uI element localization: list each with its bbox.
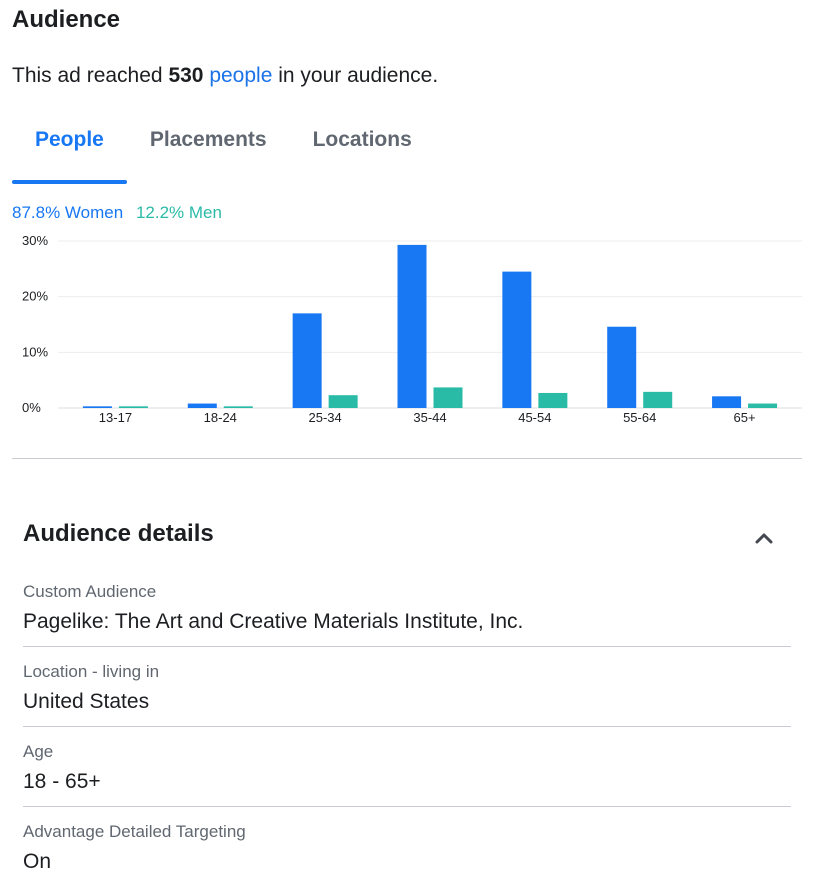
bar-women	[607, 326, 637, 408]
bar-women	[397, 244, 427, 408]
bar-men	[223, 406, 253, 408]
reach-suffix: in your audience.	[272, 64, 439, 87]
bar-men	[328, 395, 358, 408]
chevron-up-icon[interactable]	[750, 524, 778, 552]
y-tick-label: 20%	[22, 289, 48, 304]
bar-women	[292, 313, 322, 408]
age-gender-bar-chart: 0% 10% 20% 30% 13-17 18-24 25-34 35-44 45-54 55-6…	[22, 233, 802, 425]
legend-men: 12.2% Men	[135, 203, 222, 222]
bar-men	[433, 387, 463, 408]
x-tick-label: 35-44	[413, 410, 446, 425]
tab-locations[interactable]: Locations	[312, 128, 412, 151]
bar-women	[82, 406, 112, 408]
detail-label: Custom Audience	[23, 582, 157, 601]
tab-people[interactable]: People	[12, 118, 127, 184]
bar-women	[502, 271, 532, 408]
legend-women: 87.8% Women	[12, 203, 124, 222]
row-divider	[23, 806, 791, 807]
detail-row-location: Location - living in United States	[23, 662, 791, 727]
detail-row-custom-audience: Custom Audience Pagelike: The Art and Cr…	[23, 582, 791, 647]
detail-value: 18 - 65+	[23, 770, 101, 793]
bar-women	[712, 396, 742, 408]
people-link[interactable]: people	[209, 64, 273, 87]
x-tick-label: 55-64	[623, 410, 656, 425]
bar-women	[187, 403, 217, 408]
detail-row-advantage-targeting: Advantage Detailed Targeting On	[23, 822, 791, 874]
tab-placements[interactable]: Placements	[149, 128, 267, 151]
bar-men	[538, 392, 568, 408]
detail-label: Age	[23, 742, 54, 761]
bar-men	[118, 406, 148, 408]
x-tick-label: 45-54	[518, 410, 551, 425]
detail-row-age: Age 18 - 65+	[23, 742, 791, 807]
gender-legend: 87.8% Women 12.2% Men	[12, 203, 222, 223]
bar-men	[748, 403, 778, 408]
x-tick-label: 25-34	[309, 410, 342, 425]
tab-bar: People Placements Locations	[12, 118, 435, 184]
detail-value: United States	[23, 690, 150, 713]
y-tick-label: 30%	[22, 233, 48, 248]
row-divider	[23, 726, 791, 727]
divider	[12, 458, 802, 459]
y-tick-label: 10%	[22, 344, 48, 359]
detail-label: Location - living in	[23, 662, 160, 681]
audience-details-title: Audience details	[23, 520, 214, 547]
x-tick-label: 13-17	[99, 410, 132, 425]
reach-count: 530	[168, 64, 204, 87]
detail-label: Advantage Detailed Targeting	[23, 822, 246, 841]
reach-summary: This ad reached 530 people in your audie…	[12, 64, 438, 88]
detail-value: Pagelike: The Art and Creative Materials…	[23, 610, 524, 633]
x-tick-label: 65+	[734, 410, 756, 425]
reach-prefix: This ad reached	[12, 64, 169, 87]
detail-value: On	[23, 850, 52, 873]
section-title: Audience	[12, 6, 121, 33]
row-divider	[23, 646, 791, 647]
x-tick-label: 18-24	[204, 410, 237, 425]
bar-men	[643, 391, 673, 408]
y-tick-label: 0%	[22, 400, 41, 415]
